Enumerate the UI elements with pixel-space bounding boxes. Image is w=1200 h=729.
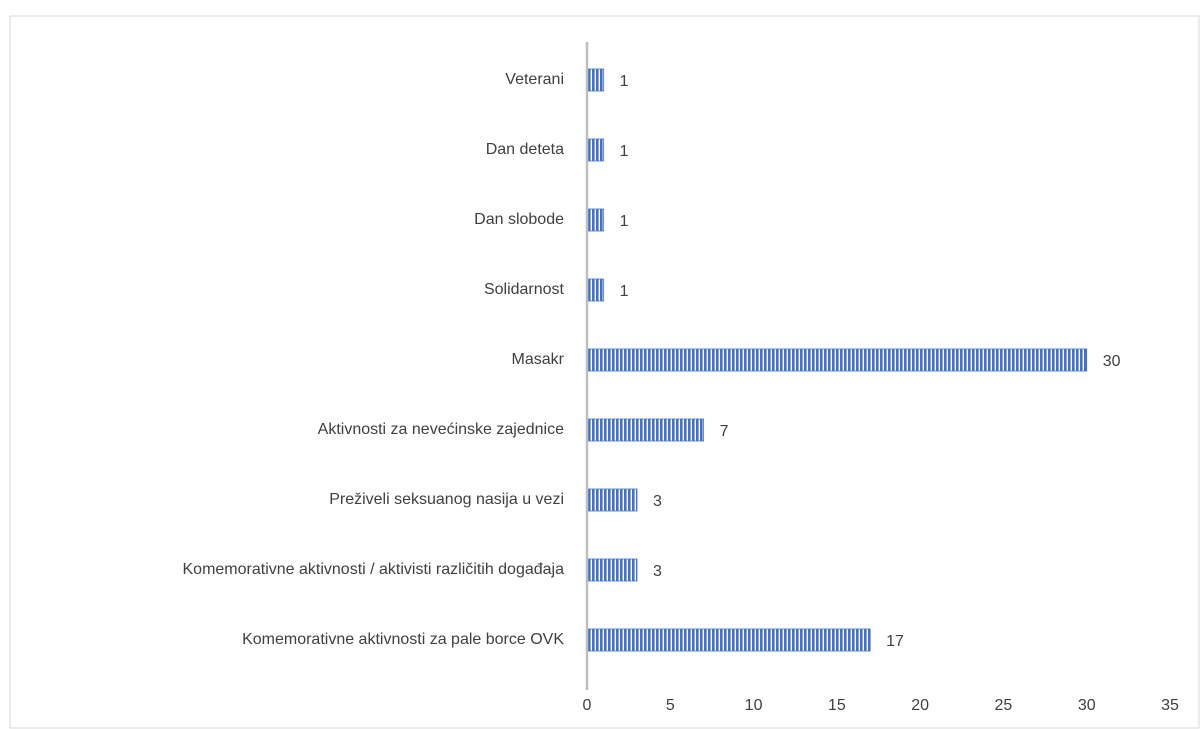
bar <box>586 138 605 162</box>
x-tick-label: 30 <box>1078 697 1096 714</box>
data-label: 1 <box>620 213 629 230</box>
bar <box>586 488 638 512</box>
y-tick-label: Komemorativne aktivnosti / aktivisti raz… <box>183 561 565 578</box>
y-tick-label: Dan slobode <box>474 211 564 228</box>
y-tick-label: Aktivnosti za nevećinske zajednice <box>318 421 564 438</box>
bar <box>586 208 605 232</box>
data-label: 1 <box>620 73 629 90</box>
x-tick-label: 10 <box>745 697 763 714</box>
data-label: 17 <box>886 633 904 650</box>
x-tick-label: 0 <box>583 697 592 714</box>
data-label: 7 <box>720 423 729 440</box>
x-tick-label: 15 <box>828 697 846 714</box>
y-tick-label: Preživeli seksuanog nasija u vezi <box>329 491 564 508</box>
y-tick-label: Dan deteta <box>486 141 564 158</box>
chart-border <box>9 15 1200 729</box>
x-tick-label: 5 <box>666 697 675 714</box>
data-label: 1 <box>620 283 629 300</box>
x-tick-label: 35 <box>1161 697 1179 714</box>
y-tick-label: Komemorativne aktivnosti za pale borce O… <box>242 631 564 648</box>
y-tick-label: Veterani <box>505 71 564 88</box>
data-label: 3 <box>653 493 662 510</box>
data-label: 3 <box>653 563 662 580</box>
x-tick-label: 20 <box>911 697 929 714</box>
bar <box>586 348 1088 372</box>
bar <box>586 558 638 582</box>
bar <box>586 68 605 92</box>
y-tick-label: Masakr <box>512 351 565 368</box>
data-label: 30 <box>1103 353 1121 370</box>
y-tick-label: Solidarnost <box>484 281 565 298</box>
bar <box>586 418 704 442</box>
bar <box>586 628 871 652</box>
bar <box>586 278 605 302</box>
data-label: 1 <box>620 143 629 160</box>
x-tick-label: 25 <box>995 697 1013 714</box>
